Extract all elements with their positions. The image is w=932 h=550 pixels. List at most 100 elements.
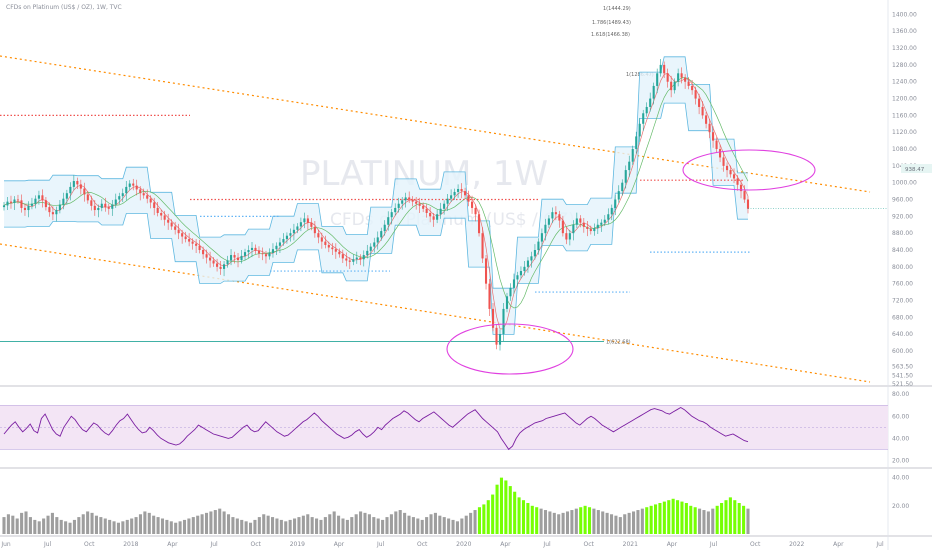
volume-bar (742, 505, 746, 534)
volume-bar (733, 500, 737, 534)
volume-bar (235, 518, 239, 534)
candle-body (212, 260, 215, 264)
candle-body (202, 250, 205, 255)
volume-bar (37, 521, 41, 534)
candle-body (645, 106, 648, 114)
volume-bar (248, 522, 253, 534)
rsi-tick-label: 60.00 (892, 413, 909, 420)
volume-bar (42, 518, 46, 534)
candle-body (677, 73, 680, 82)
candle-body (128, 183, 131, 187)
volume-bar (447, 518, 451, 534)
volume-bar (59, 519, 63, 534)
volume-bar (416, 518, 420, 534)
candle-body (62, 198, 65, 205)
candle-body (680, 73, 683, 78)
volume-bar (72, 519, 76, 534)
candle-body (79, 184, 82, 189)
volume-bar (328, 514, 332, 534)
candle-body (282, 239, 285, 243)
volume-bar (552, 512, 556, 534)
candle-body (72, 181, 75, 187)
candle-body (264, 254, 268, 257)
candle-body (16, 199, 20, 201)
volume-bar (499, 477, 504, 534)
candle-body (411, 199, 414, 202)
watermark-symbol: PLATINUM, 1W (300, 154, 548, 194)
volume-bar (222, 511, 226, 534)
candle-body (181, 233, 184, 237)
candle-body (457, 189, 460, 192)
candle-body (146, 195, 149, 199)
candle-body (86, 194, 89, 201)
candle-body (593, 228, 596, 232)
volume-bar (367, 514, 371, 534)
price-tick-label: 1400.00 (892, 11, 917, 18)
candle-body (142, 193, 145, 196)
candle-body (610, 207, 613, 215)
volume-bar (169, 521, 173, 534)
rsi-tick-label: 40.00 (892, 435, 909, 442)
candle-body (229, 255, 233, 261)
candle-body (649, 98, 652, 107)
candle-body (443, 203, 446, 209)
time-tick-label: 2018 (123, 541, 138, 548)
candle-body (439, 208, 442, 215)
candle-body (387, 217, 390, 225)
candle-body (638, 123, 641, 137)
candle-body (278, 242, 281, 246)
volume-bar (737, 503, 741, 534)
candle-body (296, 226, 299, 230)
volume-bar (121, 521, 125, 534)
time-tick-label: 2021 (623, 541, 638, 548)
volume-bar (715, 505, 719, 534)
price-tick-label: 1080.00 (892, 146, 917, 153)
volume-bar (711, 508, 715, 534)
price-tick-label: 760.00 (892, 281, 913, 288)
candle-body (698, 98, 701, 107)
candle-body (90, 200, 93, 206)
price-tick-label: 521.50 (892, 381, 913, 388)
candle-body (732, 174, 736, 179)
candle-body (635, 136, 638, 150)
volume-bar (306, 514, 310, 534)
time-tick-label: Oct (417, 541, 428, 548)
volume-bar (191, 517, 195, 534)
candle-body (20, 200, 23, 208)
volume-bar (266, 515, 270, 534)
volume-bar (557, 514, 561, 534)
candle-body (547, 218, 550, 225)
volume-bar (398, 510, 402, 534)
time-tick-label: 2022 (789, 541, 804, 548)
volume-bar (28, 517, 32, 534)
volume-bar (6, 514, 10, 534)
price-tick-label: 920.00 (892, 213, 913, 220)
time-tick-label: Jul (542, 541, 551, 548)
volume-bar (411, 517, 415, 534)
candle-body (642, 113, 645, 124)
candle-body (97, 207, 100, 211)
volume-bar (407, 515, 411, 534)
price-tick-label: 720.00 (892, 297, 913, 304)
volume-bar (565, 511, 570, 534)
candle-body (233, 255, 236, 258)
candle-body (460, 189, 463, 192)
volume-bar (587, 507, 592, 534)
candle-body (725, 165, 729, 171)
time-tick-label: Oct (84, 541, 95, 548)
candle-body (163, 215, 166, 220)
volume-bar (579, 507, 583, 534)
candle-body (436, 214, 439, 220)
candle-body (691, 85, 694, 91)
volume-bar (257, 517, 261, 534)
candle-body (30, 203, 33, 206)
candle-body (670, 81, 673, 91)
time-tick-label: Jul (209, 541, 218, 548)
price-tick-label: 1240.00 (892, 79, 917, 86)
price-tick-label: 800.00 (892, 264, 913, 271)
keltner-upper (4, 56, 748, 289)
candle-body (149, 198, 152, 203)
volume-bar (24, 511, 28, 534)
candle-body (519, 271, 523, 276)
